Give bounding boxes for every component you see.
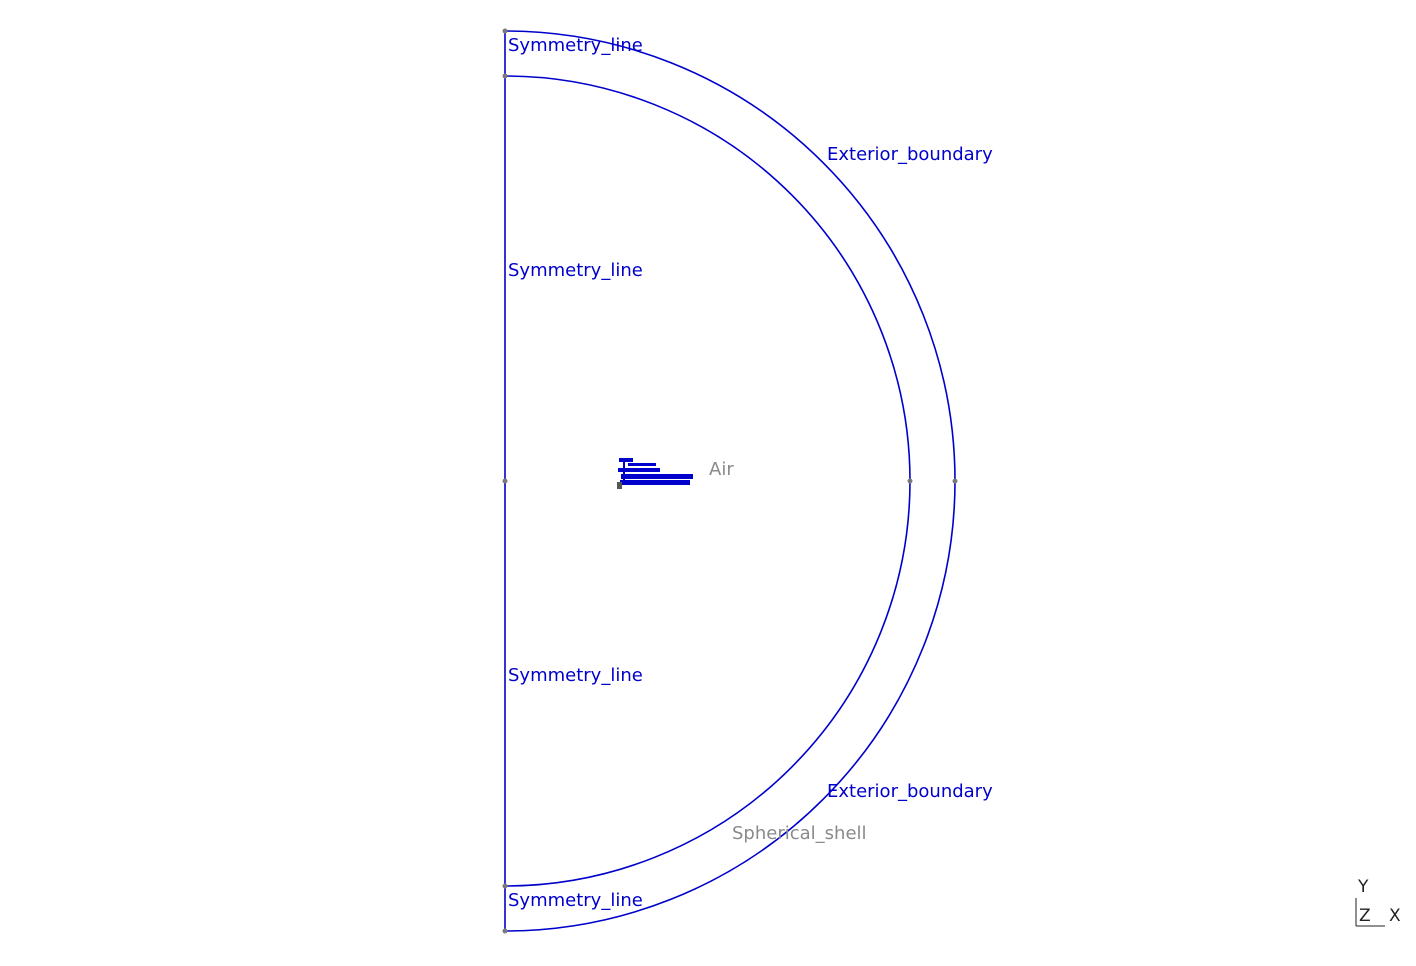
label-symmetry-line-upper[interactable]: Symmetry_line xyxy=(508,260,643,281)
vertex-bottom-inner[interactable] xyxy=(502,883,508,889)
label-exterior-boundary-upper[interactable]: Exterior_boundary xyxy=(827,144,993,165)
axis-z-label: Z xyxy=(1359,906,1371,926)
vertex-right-outer[interactable] xyxy=(952,478,958,484)
inner-interface-arc[interactable] xyxy=(504,75,911,887)
axis-x-label: X xyxy=(1389,906,1401,926)
vertex-top-inner[interactable] xyxy=(502,73,508,79)
vertex-bottom-outer[interactable] xyxy=(502,928,508,934)
vertex-top-outer[interactable] xyxy=(502,28,508,34)
axis-triad: Y Z X xyxy=(1355,877,1401,927)
label-symmetry-line-bottom[interactable]: Symmetry_line xyxy=(508,890,643,911)
axis-y-label: Y xyxy=(1357,877,1369,897)
vertex-right-inner[interactable] xyxy=(907,478,913,484)
label-symmetry-line-lower[interactable]: Symmetry_line xyxy=(508,665,643,686)
overlapping-label-cluster xyxy=(617,458,693,489)
label-symmetry-line-top[interactable]: Symmetry_line xyxy=(508,35,643,56)
vertex-center[interactable] xyxy=(502,478,508,484)
label-region-spherical-shell[interactable]: Spherical_shell xyxy=(732,823,867,844)
label-exterior-boundary-lower[interactable]: Exterior_boundary xyxy=(827,781,993,802)
label-region-air[interactable]: Air xyxy=(709,459,734,480)
